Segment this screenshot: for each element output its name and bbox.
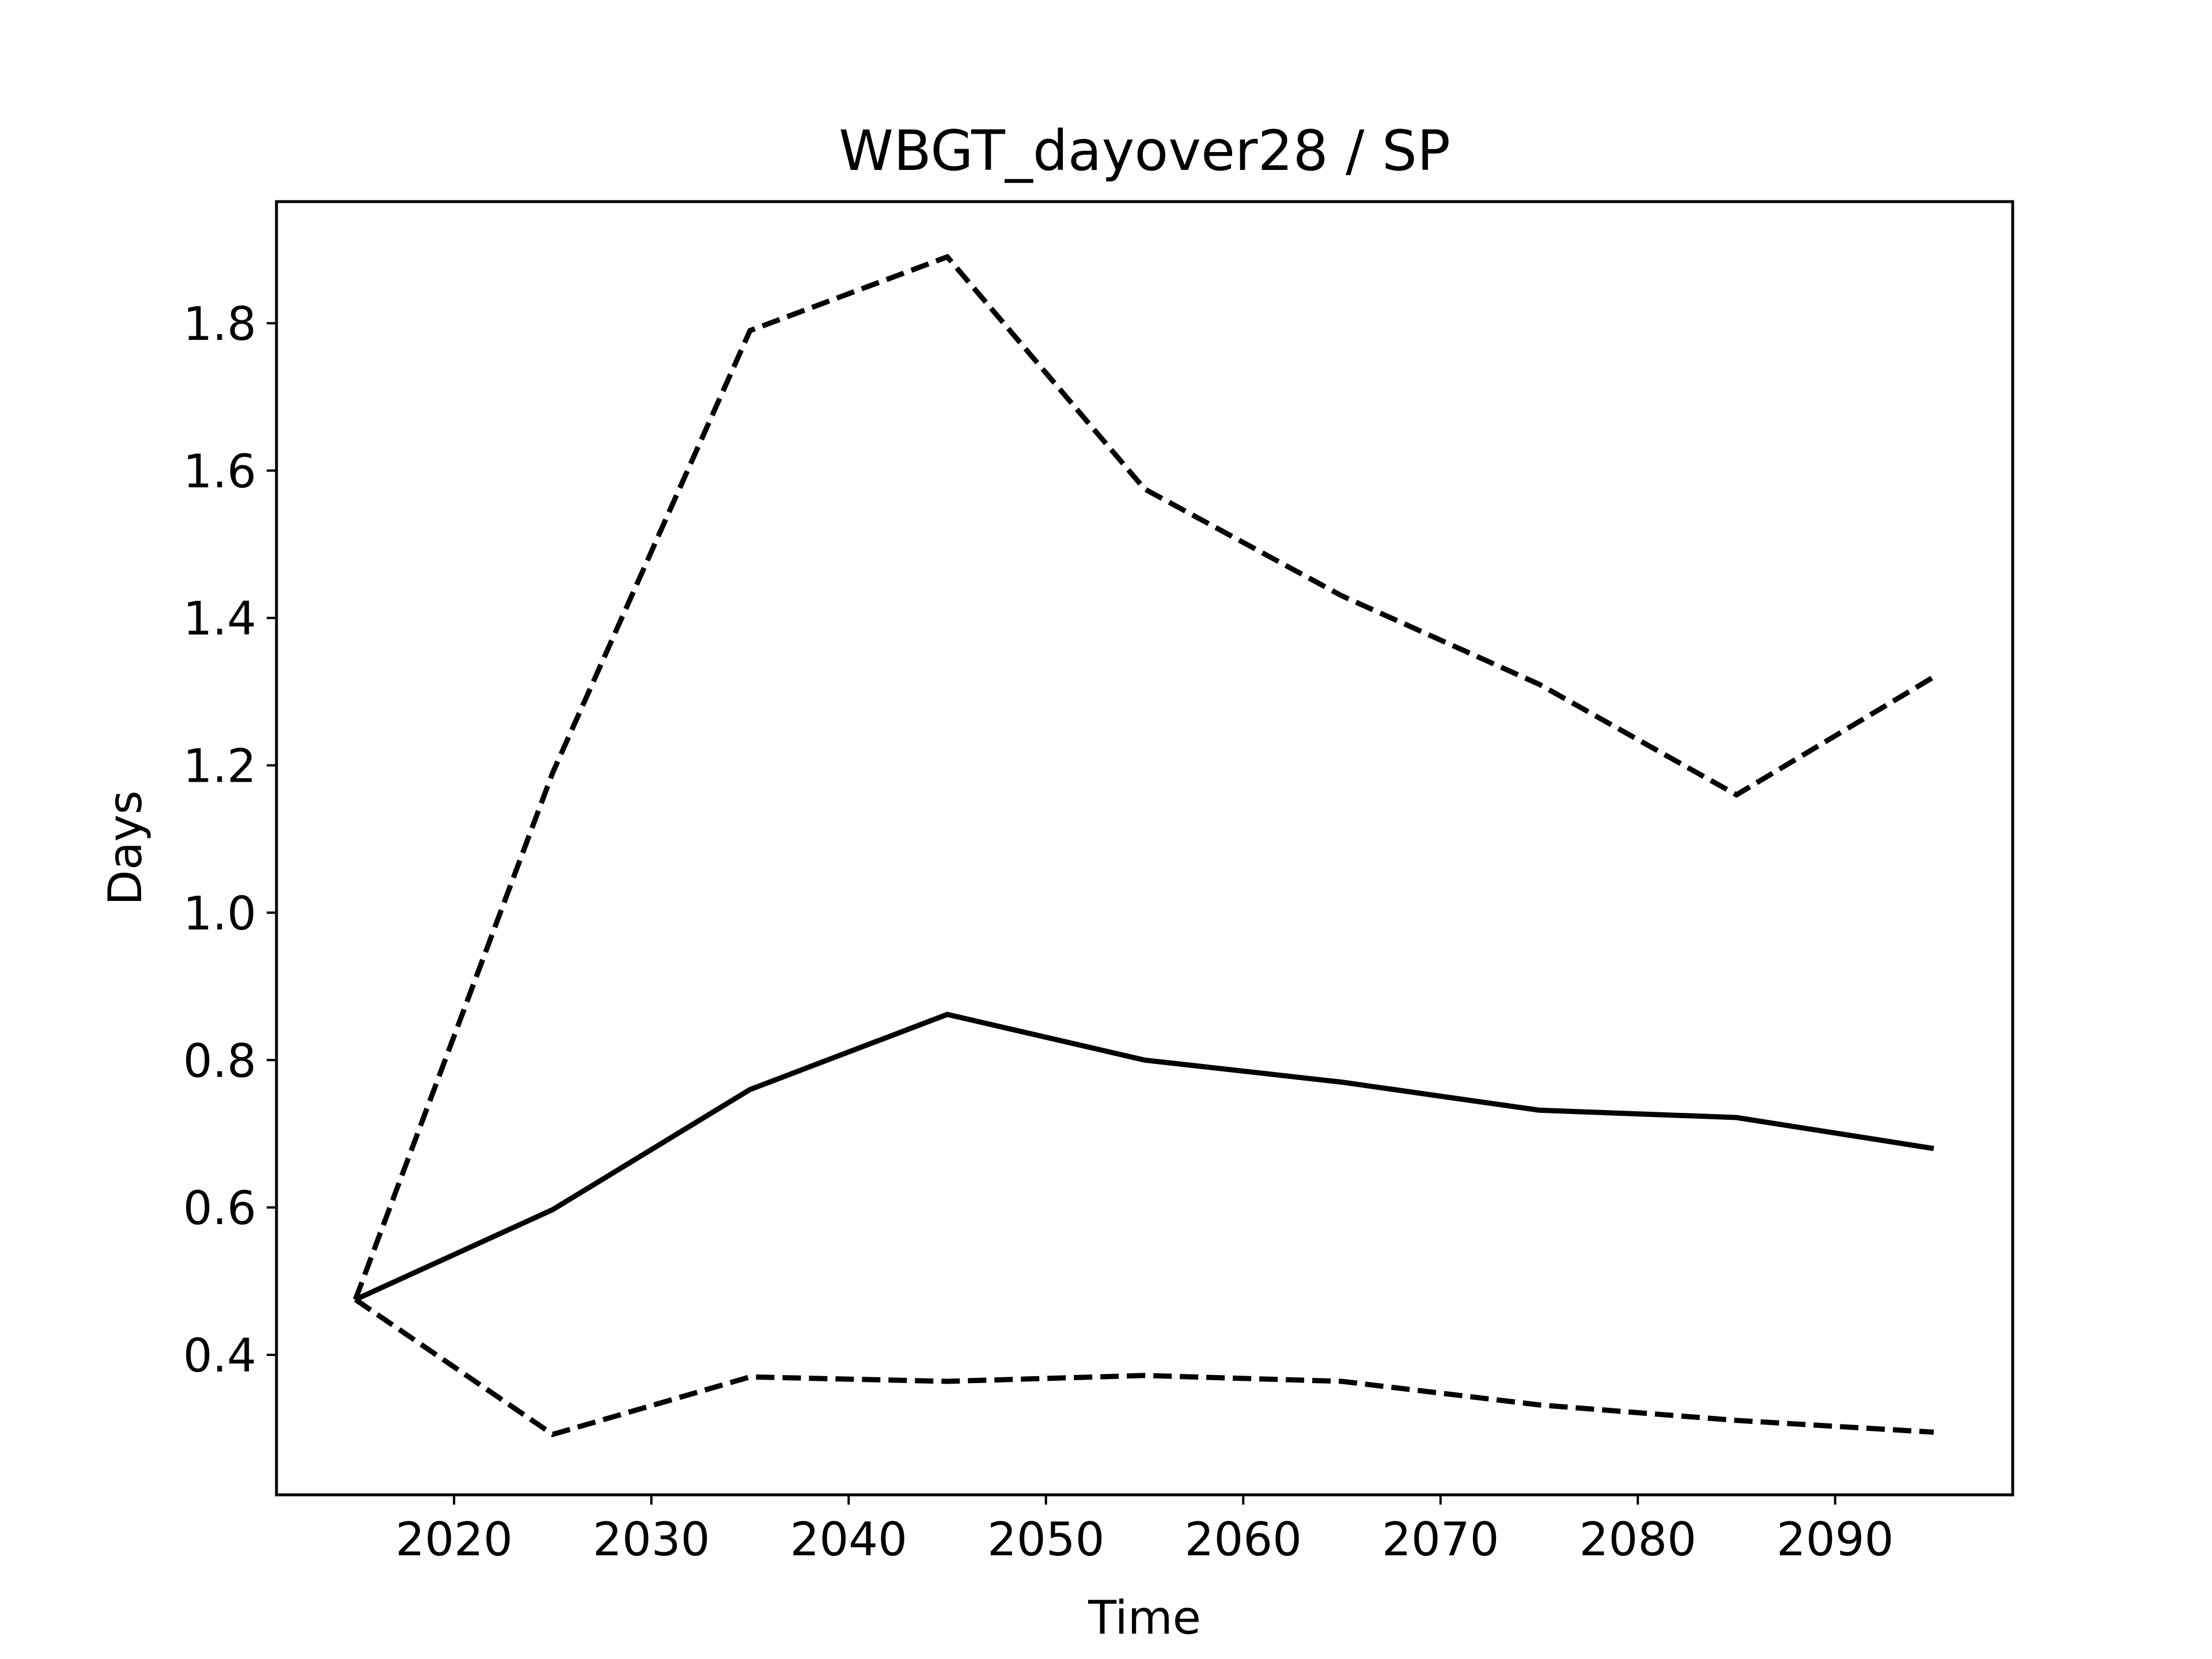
x-tick-label-2060: 2060 [1184, 1513, 1302, 1566]
y-axis-ticks: 0.4 0.6 0.8 1.0 1.2 1.4 1.6 1.8 [183, 297, 276, 1382]
x-tick-label-2080: 2080 [1579, 1513, 1696, 1566]
x-tick-label-2030: 2030 [593, 1513, 710, 1566]
x-tick-label-2020: 2020 [395, 1513, 513, 1566]
y-tick-label-1.0: 1.0 [183, 887, 256, 940]
x-tick-label-2050: 2050 [987, 1513, 1105, 1566]
series-line-2 [353, 253, 1936, 1301]
y-tick-label-1.2: 1.2 [183, 740, 256, 793]
y-tick-label-1.4: 1.4 [183, 592, 256, 646]
y-tick-label-1.6: 1.6 [183, 445, 256, 498]
y-tick-label-0.8: 0.8 [183, 1034, 256, 1088]
x-tick-label-2040: 2040 [790, 1513, 907, 1566]
x-axis-label: Time [1088, 1591, 1201, 1645]
y-tick-label-1.8: 1.8 [183, 297, 256, 351]
y-axis-label: Days [99, 790, 152, 906]
series-line-3 [354, 1297, 1934, 1438]
x-tick-label-2070: 2070 [1382, 1513, 1499, 1566]
y-tick-label-0.6: 0.6 [183, 1181, 256, 1235]
series-group [353, 253, 1936, 1438]
series-line-1 [354, 1012, 1934, 1302]
x-axis-ticks: 2020 2030 2040 2050 2060 2070 2080 2090 [395, 1495, 1894, 1566]
plot-frame [275, 200, 2014, 1497]
y-tick-label-0.4: 0.4 [183, 1329, 256, 1382]
x-tick-label-2090: 2090 [1777, 1513, 1894, 1566]
chart-title: WBGT_dayover28 / SP [839, 119, 1450, 183]
